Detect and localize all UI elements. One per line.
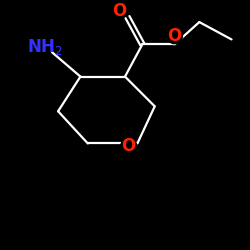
Circle shape [111, 3, 127, 19]
Circle shape [121, 138, 137, 154]
Circle shape [36, 39, 52, 55]
Text: O: O [168, 27, 182, 45]
Text: O: O [122, 137, 136, 155]
Text: NH$_2$: NH$_2$ [26, 37, 62, 57]
Circle shape [166, 28, 182, 44]
Text: O: O [112, 2, 126, 20]
